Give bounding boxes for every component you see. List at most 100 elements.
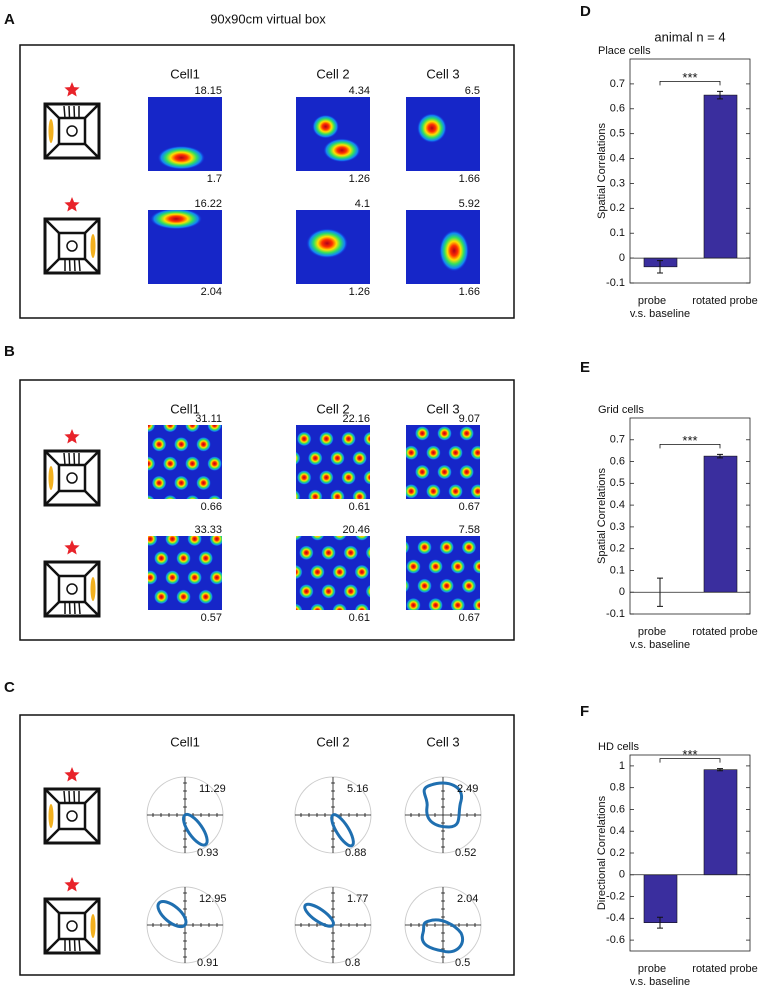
column-header: Cell 3 <box>426 734 459 749</box>
firing-field <box>310 536 325 541</box>
landmark-star <box>64 82 80 97</box>
tuning-curve <box>182 812 209 847</box>
firing-field <box>332 564 348 580</box>
firing-field <box>459 464 475 480</box>
firing-field <box>209 570 222 585</box>
firing-field <box>162 425 178 433</box>
x-tick-label: rotated probe <box>692 963 757 975</box>
firing-field <box>472 559 480 574</box>
bar <box>703 455 738 593</box>
panel-label: C <box>4 679 15 696</box>
significance: *** <box>682 70 697 85</box>
landmark-star <box>64 877 80 892</box>
firing-field <box>185 494 200 499</box>
landmark-star <box>64 767 80 782</box>
panel-label: B <box>4 343 15 360</box>
firing-field <box>352 450 368 466</box>
x-tick-label: rotated probe <box>692 626 757 638</box>
box-icon <box>43 897 101 955</box>
box-icon <box>43 449 101 507</box>
firing-field <box>332 536 347 541</box>
y-axis-label: Directional Correlations <box>596 795 608 910</box>
x-axis-label: v.s. baseline <box>630 639 690 651</box>
chart-title: Place cells <box>598 45 651 57</box>
firing-field <box>165 536 180 547</box>
axes-frame <box>629 417 751 615</box>
rate-map <box>296 97 370 171</box>
column-header: Cell 3 <box>426 401 459 416</box>
landmark-star <box>64 197 80 212</box>
y-tick-label: 0.7 <box>610 434 625 446</box>
min-rate: 1.66 <box>459 286 480 298</box>
firing-field <box>148 494 155 499</box>
column-header: Cell 2 <box>316 66 349 81</box>
firing-field <box>296 564 303 580</box>
y-tick-label: 0.1 <box>610 564 625 576</box>
significance-bracket <box>659 80 721 86</box>
panel-frame <box>19 714 515 976</box>
y-tick-label: 0 <box>619 586 625 598</box>
polar-axes <box>405 777 481 853</box>
x-tick-label: probe <box>638 295 666 307</box>
rate-map <box>148 210 222 284</box>
firing-field <box>310 564 325 580</box>
rate-map <box>296 536 370 610</box>
max-rate: 2.49 <box>457 783 478 795</box>
y-tick-label: 0.5 <box>610 477 625 489</box>
max-rate: 31.11 <box>195 413 222 425</box>
box-icon <box>43 787 101 845</box>
firing-field <box>406 540 410 554</box>
firing-field <box>461 539 477 555</box>
firing-field <box>354 564 370 580</box>
column-header: Cell1 <box>170 734 200 749</box>
firing-field <box>417 539 432 555</box>
error-bar <box>717 90 723 100</box>
firing-field <box>207 456 222 472</box>
min-rate: 0.91 <box>197 957 218 969</box>
tuning-curve <box>156 900 188 929</box>
firing-field <box>153 589 169 605</box>
y-tick-label: 0.1 <box>610 227 625 239</box>
panel-label: D <box>580 3 591 20</box>
firing-field <box>428 559 443 574</box>
max-rate: 16.22 <box>194 198 222 210</box>
firing-field <box>363 470 370 485</box>
y-tick-label: -0.6 <box>606 934 625 946</box>
y-tick-label: -0.4 <box>606 912 625 924</box>
firing-field <box>425 483 441 499</box>
y-tick-label: -0.1 <box>606 277 625 289</box>
min-rate: 0.67 <box>459 612 480 624</box>
firing-field <box>198 550 214 566</box>
firing-field <box>425 445 441 461</box>
firing-field <box>406 597 421 610</box>
max-rate: 4.34 <box>349 85 370 97</box>
firing-field <box>323 138 361 163</box>
panel-label: F <box>580 703 589 720</box>
firing-field <box>439 229 469 272</box>
firing-field <box>298 583 314 599</box>
firing-field <box>196 436 211 452</box>
firing-field <box>296 536 303 541</box>
firing-field <box>472 597 480 610</box>
max-rate: 33.33 <box>194 524 222 536</box>
firing-field <box>185 425 200 433</box>
min-rate: 0.67 <box>459 501 480 513</box>
y-axis-label: Spatial Correlations <box>596 468 608 564</box>
firing-field <box>162 456 178 472</box>
min-rate: 1.26 <box>349 286 370 298</box>
y-tick-label: 0 <box>619 869 625 881</box>
max-rate: 11.29 <box>199 783 226 795</box>
y-axis-label: Spatial Correlations <box>596 123 608 219</box>
min-rate: 1.7 <box>207 173 222 185</box>
firing-field <box>310 603 325 610</box>
firing-field <box>406 579 410 593</box>
firing-field <box>185 456 200 472</box>
x-axis-label: v.s. baseline <box>630 308 690 320</box>
max-rate: 2.04 <box>457 893 478 905</box>
polar-ticks <box>152 782 218 848</box>
rate-map <box>148 425 222 499</box>
column-header: Cell 2 <box>316 401 349 416</box>
firing-field <box>330 450 345 466</box>
firing-field <box>343 545 359 561</box>
